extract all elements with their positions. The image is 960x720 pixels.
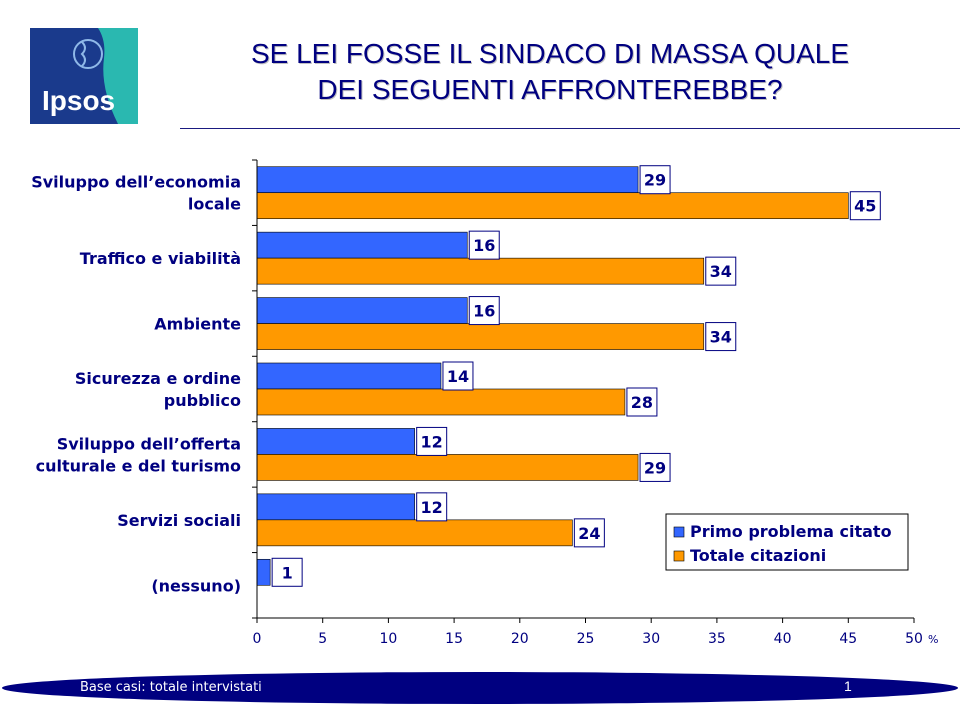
category-label: locale (188, 195, 241, 214)
x-tick-label: 20 (511, 631, 529, 647)
category-label: Traffico e viabilità (80, 249, 241, 268)
bar-totale (256, 192, 849, 220)
category-label: Sviluppo dell’offerta (57, 434, 241, 453)
bar-primo (256, 166, 639, 194)
data-label: 34 (710, 328, 732, 347)
x-tick-label: 0 (253, 631, 262, 647)
bar-primo (256, 231, 468, 259)
x-tick-label: 50 (905, 631, 923, 647)
page-number: 1 (844, 678, 852, 694)
category-label: (nessuno) (151, 576, 241, 595)
logo-text: Ipsos (42, 85, 115, 116)
title-line-1: SE LEI FOSSE IL SINDACO DI MASSA QUALE (250, 38, 850, 69)
category-label: pubblico (164, 391, 241, 410)
x-tick-label: 45 (839, 631, 857, 647)
data-label: 12 (421, 432, 443, 451)
data-label-box (442, 361, 474, 391)
bar-primo (256, 297, 468, 324)
axis-layer: 0 5 10 15 20 25 30 35 40 45 50% (252, 159, 938, 647)
data-label-box (626, 387, 658, 417)
data-label-box (849, 191, 881, 221)
title-line-2: DEI SEGUENTI AFFRONTEREBBE? (317, 74, 783, 105)
labels-layer: 29 45 Sviluppo dell’economia locale 16 34 Traf… (31, 165, 881, 595)
data-label: 14 (447, 367, 469, 386)
bar-totale (256, 257, 705, 285)
legend: Primo problema citato Totale citazioni (665, 513, 909, 571)
category-label: culturale e del turismo (36, 456, 241, 475)
data-label: 1 (282, 563, 293, 582)
data-label-box (468, 230, 500, 260)
data-label-box (416, 426, 448, 456)
x-unit-label: % (928, 633, 938, 646)
category-label: Sviluppo dell’economia (31, 173, 241, 192)
footer-note: Base casi: totale intervistati (80, 680, 262, 695)
bar-primo (256, 428, 415, 455)
title-divider (180, 128, 960, 129)
category-label: Servizi sociali (117, 511, 241, 530)
data-label: 29 (644, 171, 666, 190)
x-tick-label: 10 (379, 631, 397, 647)
legend-swatch (673, 526, 685, 538)
category-label: Ambiente (154, 315, 241, 334)
legend-label: Totale citazioni (690, 546, 826, 565)
bar-primo (256, 362, 442, 390)
data-label: 34 (710, 262, 732, 281)
bars-layer (256, 166, 849, 586)
data-label: 12 (421, 498, 443, 517)
footer-bar (2, 672, 958, 704)
data-label-box (639, 452, 671, 482)
data-label: 16 (473, 302, 495, 321)
data-label-box (639, 165, 671, 195)
bar-chart: 0 5 10 15 20 25 30 35 40 45 50% 29 45 Sviluppo dell’… (31, 159, 938, 647)
data-label-box (705, 322, 737, 352)
x-tick-label: 15 (445, 631, 463, 647)
legend-box (665, 513, 909, 571)
data-label-box (705, 256, 737, 286)
page-title: SE LEI FOSSE IL SINDACO DI MASSA QUALE D… (180, 36, 920, 108)
data-label: 28 (631, 393, 653, 412)
data-label-box (468, 296, 500, 326)
data-label: 29 (644, 458, 666, 477)
x-tick-label: 5 (318, 631, 327, 647)
data-label-box (573, 518, 605, 548)
x-tick-label: 40 (774, 631, 792, 647)
data-label: 16 (473, 236, 495, 255)
data-label-box (271, 557, 303, 587)
bar-primo (256, 493, 415, 521)
legend-label: Primo problema citato (690, 522, 892, 541)
x-tick-label: 25 (577, 631, 595, 647)
bar-primo (256, 558, 271, 586)
bar-totale (256, 454, 639, 481)
ipsos-logo: Ipsos (30, 28, 138, 124)
legend-swatch (673, 550, 685, 562)
bar-totale (256, 519, 573, 547)
x-tick-label: 30 (642, 631, 660, 647)
data-label: 45 (854, 197, 876, 216)
category-label: Sicurezza e ordine (75, 369, 241, 388)
bar-totale (256, 323, 705, 350)
data-label: 24 (578, 524, 600, 543)
data-label-box (416, 492, 448, 522)
bar-totale (256, 388, 626, 416)
x-tick-label: 35 (708, 631, 726, 647)
